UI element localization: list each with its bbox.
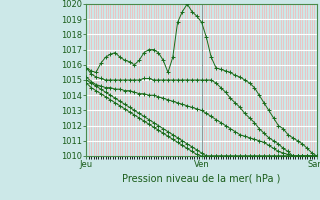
X-axis label: Pression niveau de la mer( hPa ): Pression niveau de la mer( hPa ) — [123, 173, 281, 183]
